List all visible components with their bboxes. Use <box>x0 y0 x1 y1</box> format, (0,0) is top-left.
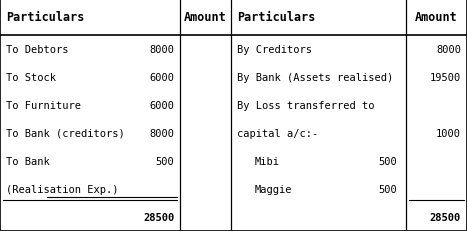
Text: 8000: 8000 <box>436 45 461 55</box>
Text: 8000: 8000 <box>149 45 174 55</box>
Text: 6000: 6000 <box>149 73 174 83</box>
Text: To Debtors: To Debtors <box>6 45 69 55</box>
Text: 8000: 8000 <box>149 128 174 138</box>
Text: 19500: 19500 <box>430 73 461 83</box>
Text: Particulars: Particulars <box>237 11 315 24</box>
Text: 6000: 6000 <box>149 100 174 110</box>
Text: 500: 500 <box>378 184 397 194</box>
Text: To Bank (creditors): To Bank (creditors) <box>6 128 125 138</box>
Text: Particulars: Particulars <box>6 11 85 24</box>
Text: By Creditors: By Creditors <box>237 45 312 55</box>
Text: Amount: Amount <box>415 11 458 24</box>
Text: To Stock: To Stock <box>6 73 56 83</box>
Text: (Realisation Exp.): (Realisation Exp.) <box>6 184 119 194</box>
Text: 500: 500 <box>378 156 397 166</box>
Text: By Bank (Assets realised): By Bank (Assets realised) <box>237 73 393 83</box>
Text: To Furniture: To Furniture <box>6 100 81 110</box>
Text: 28500: 28500 <box>430 212 461 222</box>
Text: 28500: 28500 <box>143 212 174 222</box>
Text: By Loss transferred to: By Loss transferred to <box>237 100 374 110</box>
Text: Mibi: Mibi <box>255 156 280 166</box>
Text: capital a/c:-: capital a/c:- <box>237 128 318 138</box>
Text: To Bank: To Bank <box>6 156 50 166</box>
Text: 500: 500 <box>156 156 174 166</box>
Text: Maggie: Maggie <box>255 184 292 194</box>
Text: 1000: 1000 <box>436 128 461 138</box>
Text: Amount: Amount <box>184 11 227 24</box>
